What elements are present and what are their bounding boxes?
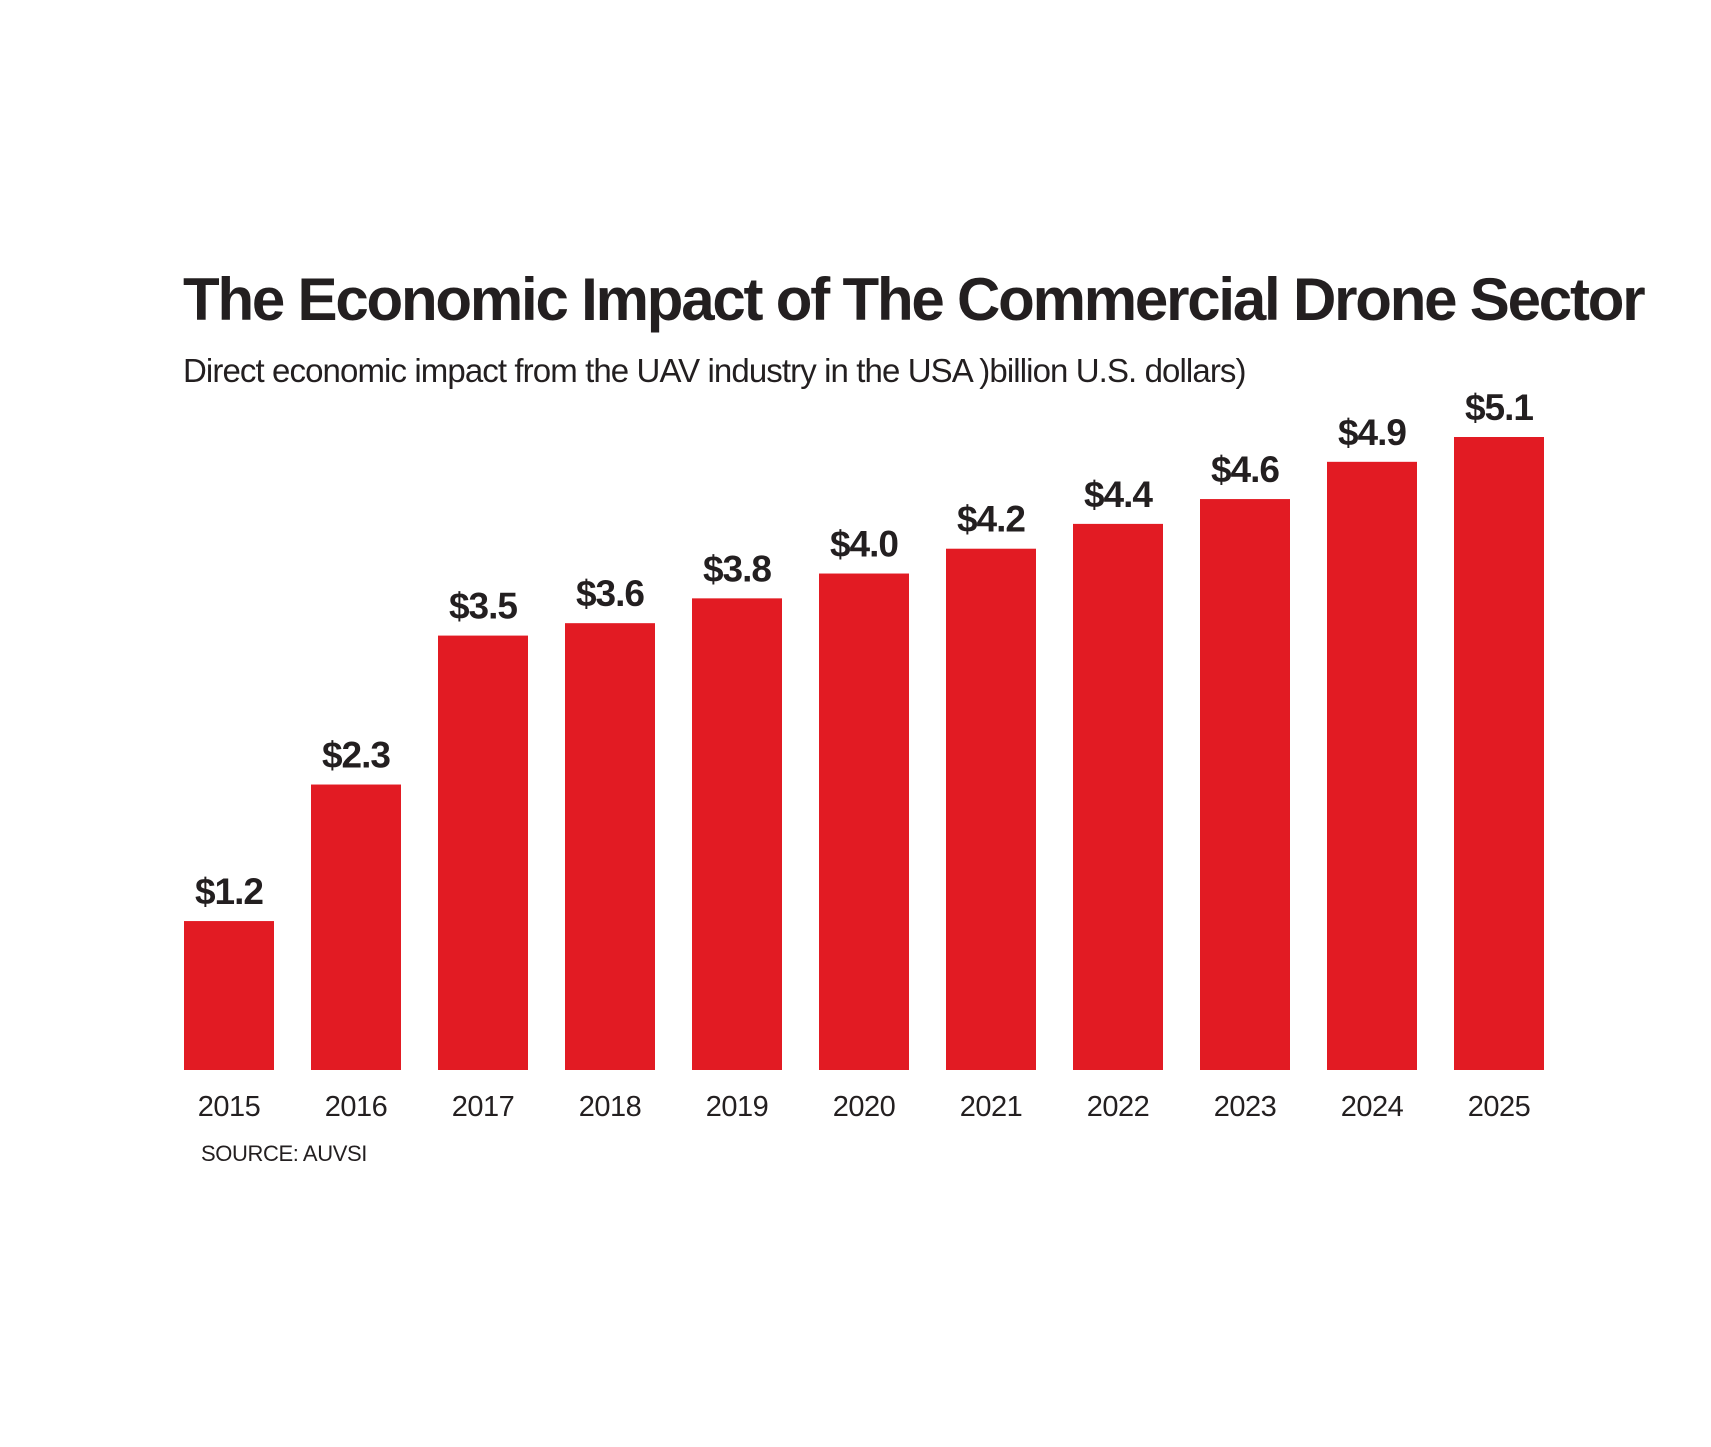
bar-value-label-2025: $5.1 bbox=[1465, 387, 1533, 428]
chart-source: SOURCE: AUVSI bbox=[201, 1141, 367, 1166]
bar-2022 bbox=[1073, 523, 1163, 1070]
x-tick-label-2017: 2017 bbox=[452, 1091, 515, 1123]
bar-value-label-2016: $2.3 bbox=[322, 735, 390, 776]
bar-2021 bbox=[946, 548, 1036, 1070]
bar-value-label-2023: $4.6 bbox=[1211, 449, 1279, 490]
x-tick-label-2015: 2015 bbox=[198, 1091, 261, 1123]
bar-2020 bbox=[819, 573, 909, 1070]
x-tick-label-2019: 2019 bbox=[706, 1091, 769, 1123]
bar-value-label-2015: $1.2 bbox=[195, 871, 263, 912]
x-tick-label-2020: 2020 bbox=[833, 1091, 896, 1123]
chart-subtitle: Direct economic impact from the UAV indu… bbox=[183, 352, 1247, 389]
chart-title: The Economic Impact of The Commercial Dr… bbox=[183, 266, 1646, 333]
bars-group bbox=[184, 437, 1544, 1071]
bar-value-label-2021: $4.2 bbox=[957, 499, 1025, 540]
value-labels-group: $1.2 $2.3 $3.5 $3.6 $3.8 $4.0 $4.2 $4.4 $4.6 $4.9… bbox=[195, 387, 1534, 912]
bar-value-label-2018: $3.6 bbox=[576, 573, 644, 614]
x-tick-label-2023: 2023 bbox=[1214, 1091, 1277, 1123]
bar-value-label-2024: $4.9 bbox=[1338, 412, 1406, 453]
x-axis-ticks: 2015 2016 2017 2018 2019 2020 2021 2022 2023 2024… bbox=[198, 1091, 1531, 1123]
bar-2018 bbox=[565, 623, 655, 1070]
bar-2023 bbox=[1200, 499, 1290, 1070]
bar-value-label-2019: $3.8 bbox=[703, 548, 771, 589]
bar-2015 bbox=[184, 921, 274, 1070]
bar-2016 bbox=[311, 784, 401, 1070]
x-tick-label-2016: 2016 bbox=[325, 1091, 388, 1123]
x-tick-label-2022: 2022 bbox=[1087, 1091, 1150, 1123]
bar-2017 bbox=[438, 635, 528, 1070]
x-tick-label-2024: 2024 bbox=[1341, 1091, 1404, 1123]
bar-2019 bbox=[692, 598, 782, 1070]
bar-2025 bbox=[1454, 437, 1544, 1070]
x-tick-label-2025: 2025 bbox=[1468, 1091, 1531, 1123]
bar-2024 bbox=[1327, 461, 1417, 1071]
x-tick-label-2018: 2018 bbox=[579, 1091, 642, 1123]
x-tick-label-2021: 2021 bbox=[960, 1091, 1023, 1123]
bar-value-label-2020: $4.0 bbox=[830, 524, 898, 565]
bar-value-label-2017: $3.5 bbox=[449, 586, 517, 627]
bar-value-label-2022: $4.4 bbox=[1084, 474, 1153, 515]
